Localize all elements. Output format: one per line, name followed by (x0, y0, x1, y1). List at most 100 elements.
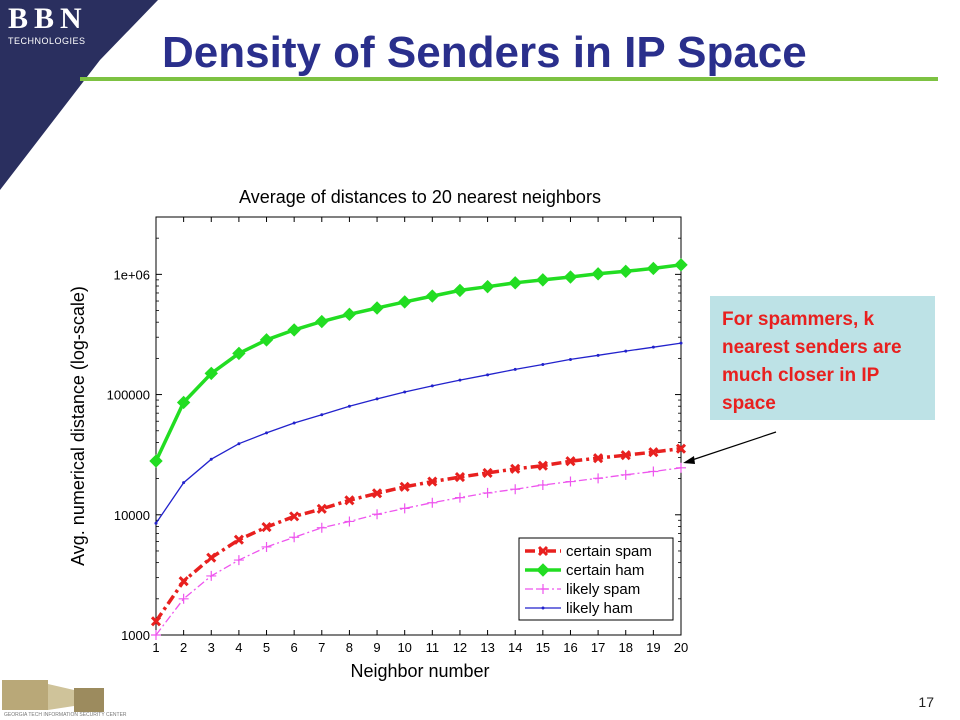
data-point (316, 503, 327, 514)
x-tick-label: 9 (373, 640, 380, 655)
y-tick-label: 1000 (121, 628, 150, 643)
company-logo: BBN (8, 2, 88, 35)
legend-label: certain ham (566, 562, 644, 579)
data-point (541, 606, 545, 610)
data-point (430, 384, 434, 388)
data-point (176, 395, 191, 410)
company-logo-subtitle: TECHNOLOGIES (8, 36, 86, 46)
x-tick-label: 13 (480, 640, 494, 655)
x-tick-label: 7 (318, 640, 325, 655)
y-axis-label: Avg. numerical distance (log-scale) (68, 286, 88, 566)
x-tick-label: 14 (508, 640, 522, 655)
data-point (265, 431, 269, 435)
data-point (537, 460, 548, 471)
data-point (482, 467, 493, 478)
series-line (154, 446, 682, 623)
x-tick-label: 4 (235, 640, 242, 655)
data-point (510, 463, 521, 474)
data-point (619, 264, 633, 279)
data-point (596, 353, 600, 357)
data-point (261, 541, 272, 552)
title-underline (80, 77, 938, 81)
x-tick-label: 2 (180, 640, 187, 655)
data-point (399, 503, 410, 514)
data-point (151, 630, 161, 640)
legend-label: certain spam (566, 543, 652, 560)
data-point (679, 341, 683, 345)
data-point (624, 349, 628, 353)
data-point (182, 481, 186, 485)
data-point (344, 495, 355, 506)
data-point (563, 270, 578, 284)
data-point (206, 552, 217, 563)
data-point (593, 453, 604, 464)
x-tick-label: 18 (619, 640, 633, 655)
data-point (620, 450, 631, 461)
data-point (675, 443, 687, 454)
x-tick-label: 8 (346, 640, 353, 655)
data-point (347, 404, 351, 408)
data-point (375, 397, 379, 401)
data-point (261, 522, 272, 533)
data-point (480, 279, 495, 294)
data-point (342, 307, 357, 322)
data-point (370, 301, 384, 315)
callout-note: For spammers, k nearest senders are much… (710, 296, 935, 420)
data-point (537, 545, 549, 557)
data-point (591, 267, 605, 281)
data-point (538, 584, 548, 594)
data-point (206, 570, 217, 581)
data-point (536, 563, 550, 577)
data-point (237, 442, 241, 446)
x-tick-label: 6 (291, 640, 298, 655)
data-point (454, 492, 465, 503)
data-point (537, 479, 548, 490)
y-tick-label: 10000 (114, 508, 150, 523)
data-point (648, 447, 659, 458)
data-point (510, 484, 521, 495)
data-point (315, 314, 329, 329)
data-point (259, 333, 274, 347)
data-point (453, 283, 467, 298)
data-point (536, 273, 550, 287)
x-tick-label: 17 (591, 640, 605, 655)
x-axis-label: Neighbor number (350, 661, 489, 681)
data-point (178, 576, 189, 587)
data-point (427, 476, 438, 487)
x-tick-label: 11 (426, 640, 440, 655)
data-point (513, 367, 517, 371)
callout-arrow-head (683, 456, 695, 464)
data-point (651, 345, 655, 349)
legend-box (518, 537, 674, 621)
series-line (155, 467, 682, 636)
data-point (371, 488, 383, 499)
footer-logo (2, 680, 104, 712)
data-point (372, 509, 383, 520)
data-point (209, 457, 213, 461)
data-point (454, 471, 466, 483)
data-point (674, 258, 688, 272)
footer-caption: GEORGIA TECH INFORMATION SECURITY CENTER (4, 712, 127, 718)
data-point (568, 357, 572, 361)
data-point (486, 373, 490, 377)
data-point (154, 521, 158, 525)
data-point (344, 516, 355, 527)
chart-title: Average of distances to 20 nearest neigh… (239, 187, 601, 207)
data-point (316, 522, 327, 533)
x-tick-label: 10 (397, 640, 411, 655)
legend-label: likely spam (566, 581, 640, 598)
x-tick-label: 3 (208, 640, 215, 655)
series-line (155, 342, 682, 524)
x-tick-label: 20 (674, 640, 688, 655)
page-number: 17 (918, 694, 934, 710)
data-point (232, 346, 246, 361)
data-point (399, 481, 410, 492)
data-point (397, 295, 412, 309)
slide-title: Density of Senders in IP Space (162, 28, 807, 77)
data-point (233, 555, 244, 566)
data-point (149, 454, 163, 468)
data-point (646, 261, 661, 276)
data-point (233, 534, 244, 545)
legend-label: likely ham (566, 600, 633, 617)
